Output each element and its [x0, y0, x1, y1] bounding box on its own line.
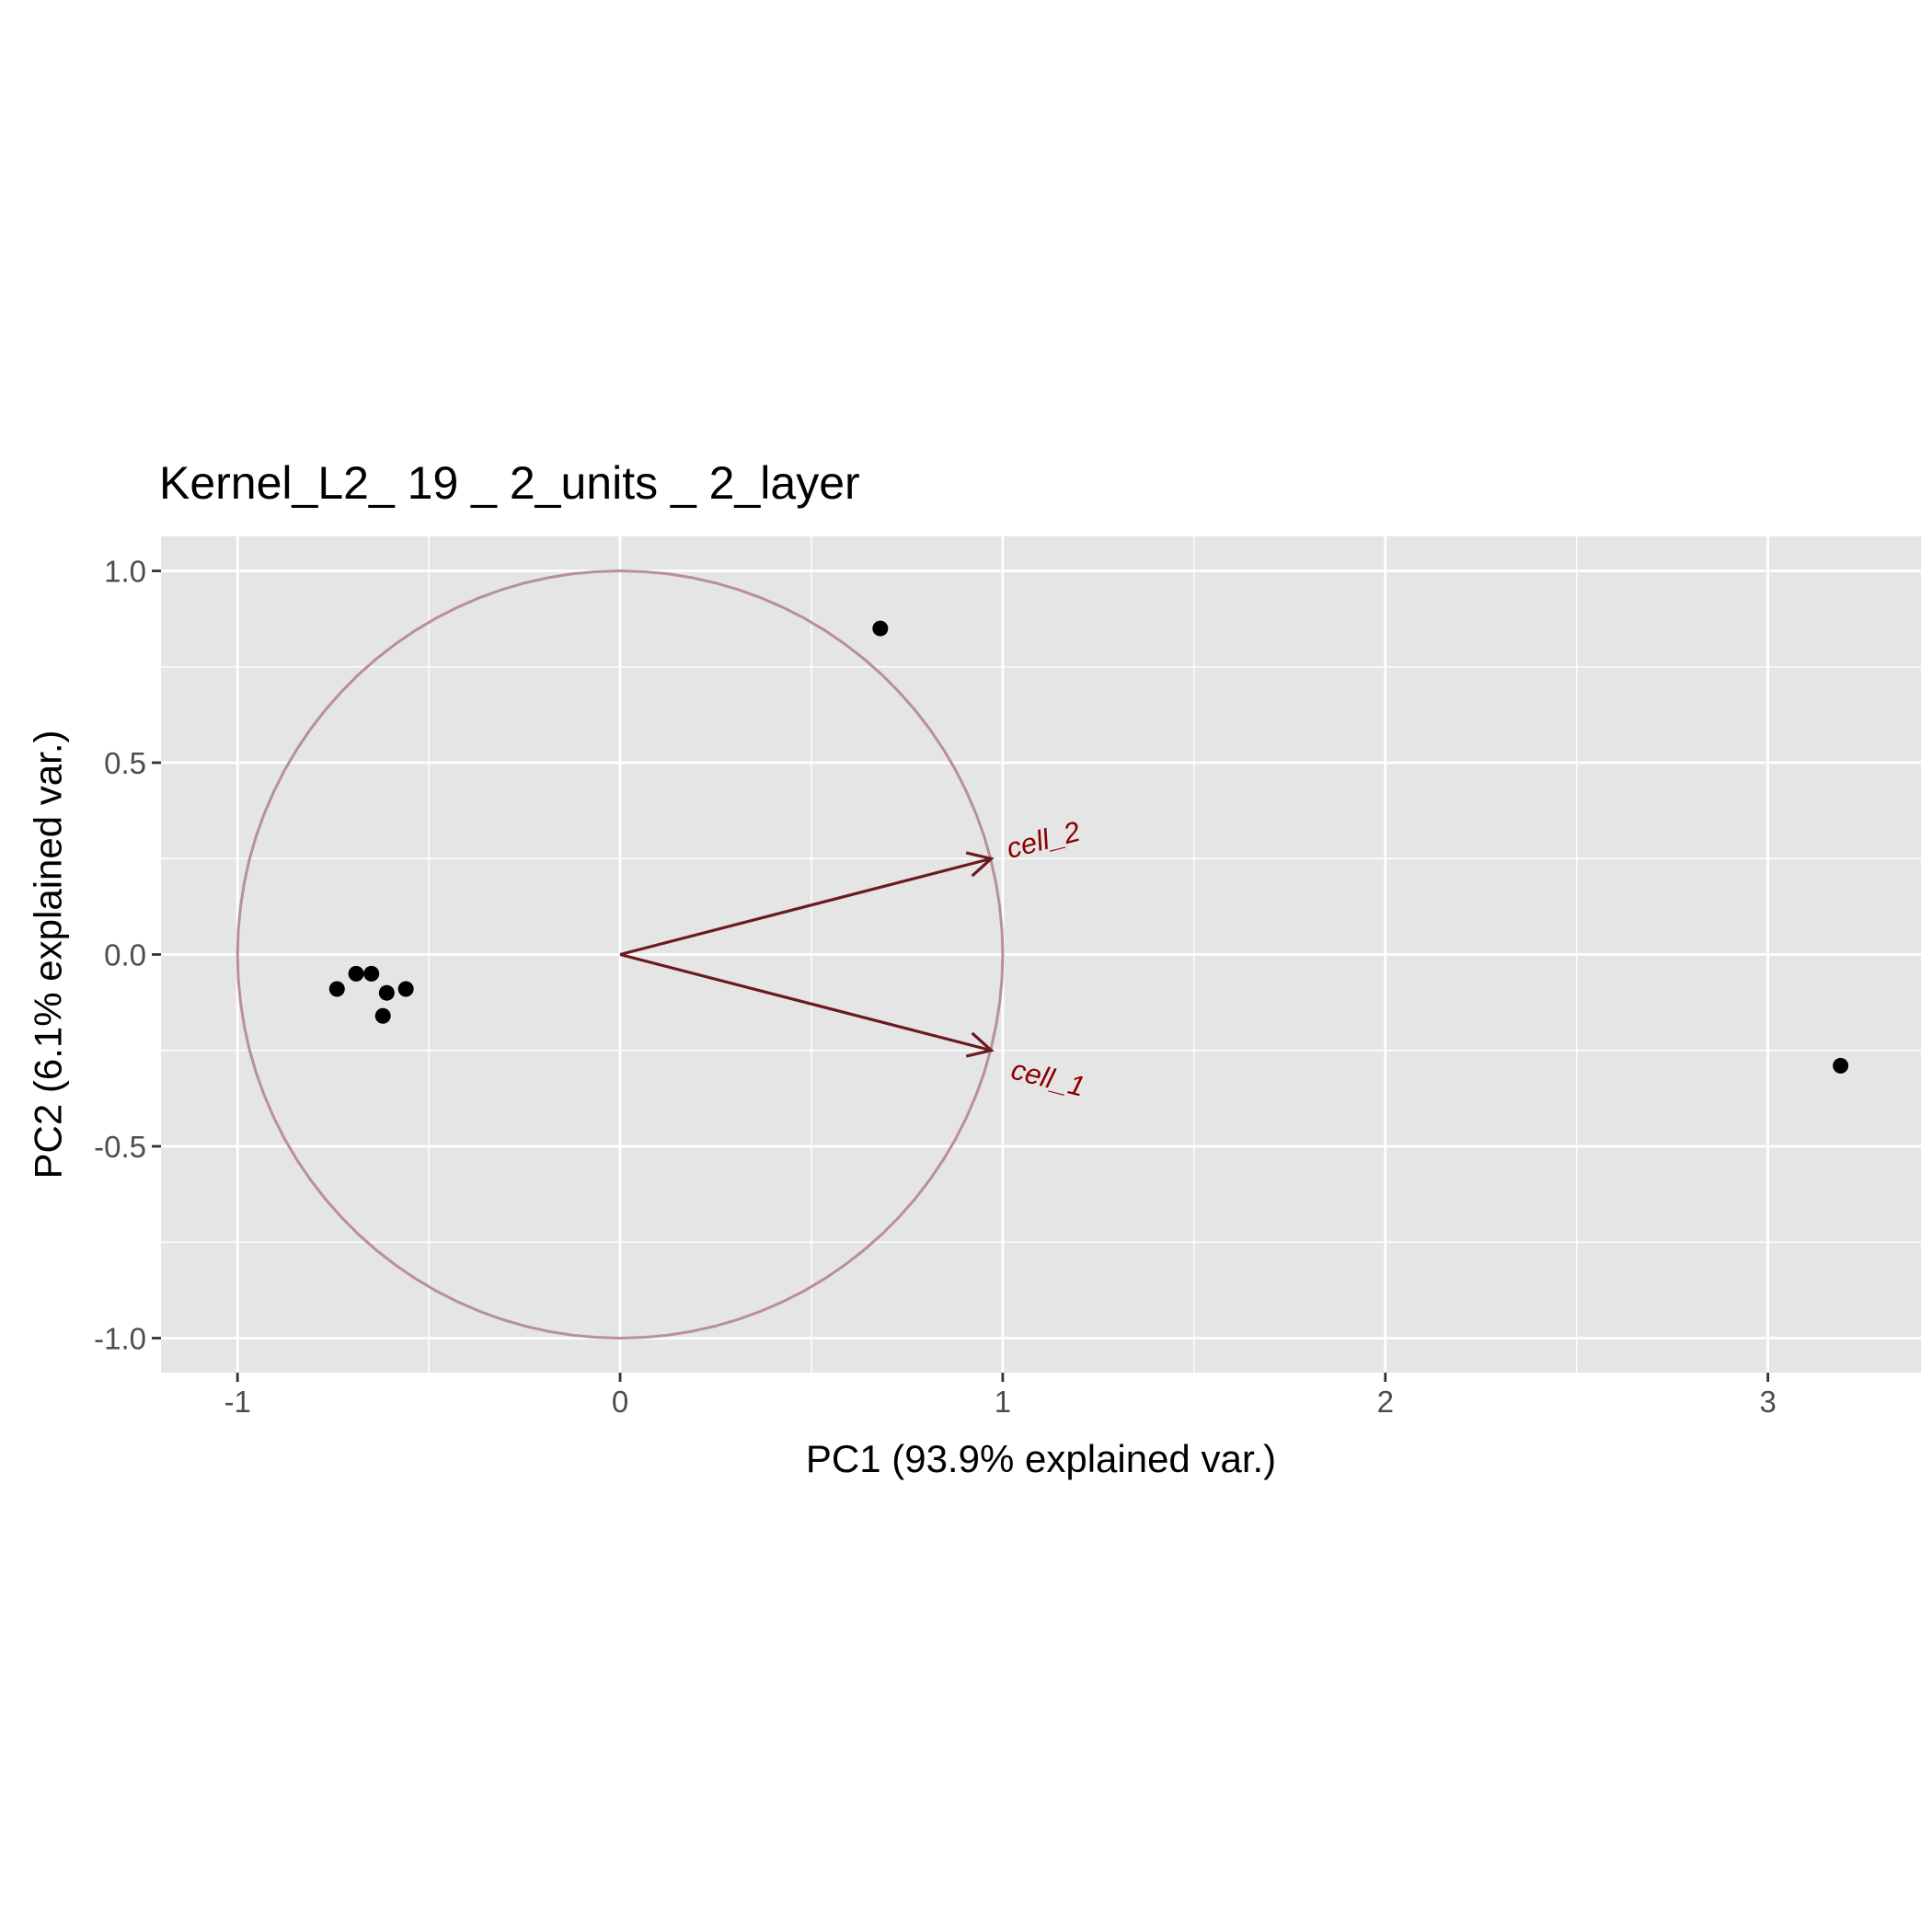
score-point [872, 620, 889, 637]
unit-circle [236, 569, 1005, 1340]
y-tick-label: -1.0 [94, 1321, 146, 1355]
chart-title: Kernel_L2_ 19 _ 2_units _ 2_layer [159, 457, 860, 509]
x-tick-label: -1 [224, 1385, 251, 1419]
y-tick-label: 0.5 [104, 746, 146, 780]
score-point [363, 965, 380, 982]
loading-arrow-cell-1 [619, 952, 992, 1052]
minor-gridlines [161, 536, 1921, 1373]
loading-arrow-cell-2 [619, 857, 992, 957]
arrowhead-cell-1 [965, 1031, 995, 1058]
x-tick-label: 1 [995, 1385, 1011, 1419]
x-axis: -1 0 1 2 3 [224, 1373, 1777, 1419]
arrowhead-cell-2 [965, 851, 995, 878]
scores [328, 620, 1849, 1074]
score-point [397, 981, 414, 997]
score-point [1833, 1057, 1849, 1074]
y-tick-label: 0.0 [104, 938, 146, 972]
y-tick-label: 1.0 [104, 555, 146, 589]
x-tick-label: 3 [1759, 1385, 1776, 1419]
x-tick-label: 0 [612, 1385, 628, 1419]
y-axis: -1.0 -0.5 0.0 0.5 1.0 [94, 555, 161, 1355]
score-point [328, 981, 345, 997]
y-axis-title: PC2 (6.1% explained var.) [27, 730, 70, 1179]
score-point [378, 984, 395, 1001]
x-tick-label: 2 [1377, 1385, 1394, 1419]
score-point [348, 965, 364, 982]
score-point [374, 1007, 391, 1024]
y-tick-label: -0.5 [94, 1130, 146, 1164]
x-axis-title: PC1 (93.9% explained var.) [806, 1437, 1276, 1480]
